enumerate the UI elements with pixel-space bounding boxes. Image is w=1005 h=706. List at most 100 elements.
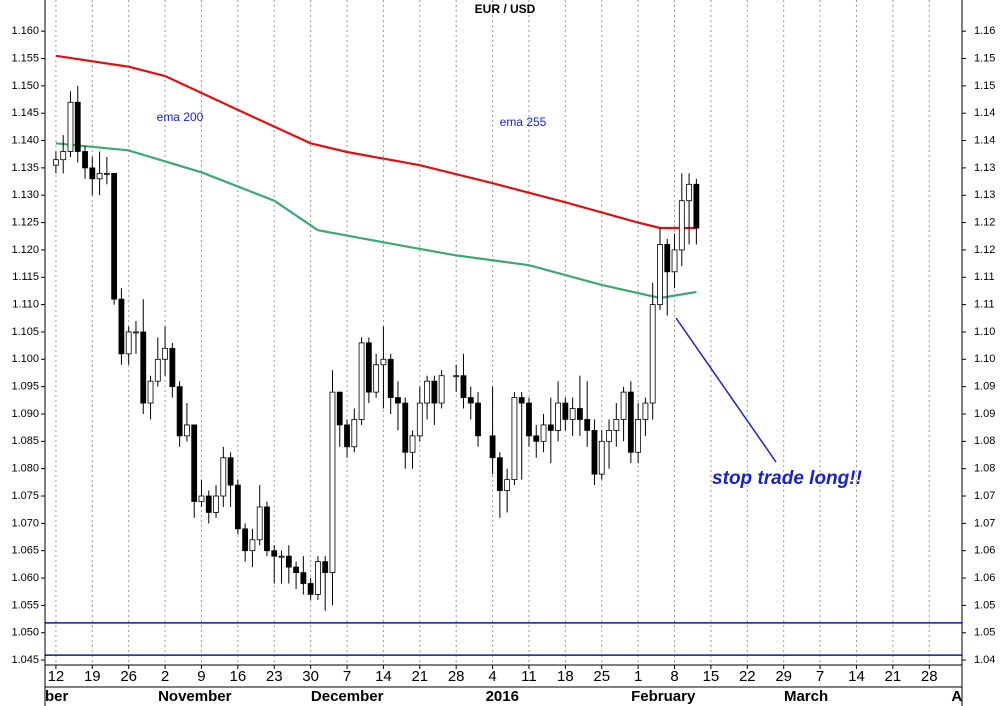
y-tick-label: 1.130 bbox=[11, 189, 39, 201]
candle-body bbox=[147, 380, 154, 404]
candle-body bbox=[256, 506, 263, 541]
candle-body bbox=[60, 151, 67, 161]
x-tick-label: 14 bbox=[848, 668, 865, 685]
candle-body bbox=[598, 440, 605, 475]
candle-body bbox=[518, 397, 525, 404]
candle-body bbox=[176, 386, 183, 437]
y2-tick-label: 1.14 bbox=[974, 134, 995, 146]
x-tick-label: 8 bbox=[670, 668, 678, 685]
candle-body bbox=[111, 172, 118, 300]
candle-body bbox=[278, 555, 285, 558]
annotation-arrow bbox=[675, 317, 777, 463]
y-tick-label: 1.150 bbox=[11, 80, 39, 92]
x-tick-label: 28 bbox=[448, 668, 465, 685]
x-tick-label: 4 bbox=[488, 668, 496, 685]
x-tick-label: 2 bbox=[161, 668, 169, 685]
candle-body bbox=[649, 304, 656, 404]
y-tick-label: 1.070 bbox=[11, 517, 39, 529]
candle-body bbox=[453, 375, 460, 378]
y2-tick-label: 1.12 bbox=[974, 244, 995, 256]
candle-body bbox=[74, 101, 81, 152]
candle-body bbox=[606, 429, 612, 442]
y2-tick-label: 1.13 bbox=[974, 162, 995, 174]
candle-body bbox=[577, 408, 583, 420]
candle-body bbox=[686, 183, 692, 202]
candle-body bbox=[53, 159, 59, 166]
candle-body bbox=[358, 342, 365, 420]
x-tick-label: 30 bbox=[302, 668, 319, 685]
candle-body bbox=[242, 528, 249, 552]
candle-body bbox=[409, 435, 416, 453]
y2-tick-label: 1.05 bbox=[974, 599, 995, 611]
x-tick-label: 16 bbox=[230, 668, 247, 685]
candle-body bbox=[184, 424, 190, 437]
candle-body bbox=[642, 402, 649, 420]
x-tick-label: 9 bbox=[197, 668, 205, 685]
candle-body bbox=[322, 561, 329, 573]
y2-tick-label: 1.14 bbox=[974, 107, 995, 119]
month-label: November bbox=[158, 688, 232, 705]
candle-body bbox=[373, 364, 380, 393]
x-tick-label: 7 bbox=[343, 668, 351, 685]
x-tick-label: 21 bbox=[885, 668, 902, 685]
candle-body bbox=[504, 479, 511, 491]
candle-body bbox=[526, 402, 532, 437]
candle-body bbox=[395, 397, 401, 404]
y-tick-label: 1.085 bbox=[11, 435, 39, 447]
candle-body bbox=[547, 424, 554, 431]
y-tick-label: 1.145 bbox=[11, 107, 39, 119]
month-label: February bbox=[631, 688, 696, 705]
y-tick-label: 1.075 bbox=[11, 490, 39, 502]
x-tick-label: 25 bbox=[593, 668, 610, 685]
candle-body bbox=[162, 347, 168, 360]
y2-tick-label: 1.05 bbox=[974, 627, 995, 639]
x-tick-label: 18 bbox=[557, 668, 574, 685]
candle-body bbox=[154, 358, 161, 382]
x-tick-label: 26 bbox=[120, 668, 137, 685]
candle-body bbox=[220, 457, 227, 497]
candle-body bbox=[293, 566, 299, 573]
x-tick-label: 7 bbox=[816, 668, 824, 685]
y-tick-label: 1.135 bbox=[11, 162, 39, 174]
ema-line bbox=[55, 142, 697, 300]
y-tick-label: 1.105 bbox=[11, 326, 39, 338]
x-tick-label: 21 bbox=[411, 668, 428, 685]
y2-tick-label: 1.16 bbox=[974, 25, 995, 37]
candle-body bbox=[511, 397, 518, 481]
series-label: ema 255 bbox=[500, 115, 547, 129]
month-label: 2016 bbox=[486, 688, 519, 705]
candle-body bbox=[89, 167, 96, 180]
y-tick-label: 1.090 bbox=[11, 408, 39, 420]
candle-body bbox=[657, 244, 663, 306]
y-tick-label: 1.055 bbox=[11, 599, 39, 611]
candle-body bbox=[540, 424, 547, 442]
candle-body bbox=[300, 572, 307, 584]
y-tick-label: 1.100 bbox=[11, 353, 39, 365]
candle-body bbox=[336, 391, 343, 426]
candle-body bbox=[125, 331, 132, 355]
y2-tick-label: 1.10 bbox=[974, 353, 995, 365]
candle-body bbox=[460, 375, 467, 398]
y-tick-label: 1.080 bbox=[11, 463, 39, 475]
candle-body bbox=[307, 583, 314, 595]
candle-body bbox=[591, 429, 598, 475]
candle-body bbox=[315, 561, 321, 595]
month-label: ber bbox=[45, 688, 69, 705]
series-label: ema 200 bbox=[157, 110, 204, 124]
candle-body bbox=[249, 539, 256, 552]
candle-body bbox=[627, 391, 634, 453]
candle-body bbox=[96, 172, 103, 180]
candle-body bbox=[584, 419, 591, 431]
y-tick-label: 1.140 bbox=[11, 134, 39, 146]
y-tick-label: 1.155 bbox=[11, 52, 39, 64]
candle-body bbox=[416, 402, 423, 437]
candle-body bbox=[140, 331, 147, 404]
y2-tick-label: 1.15 bbox=[974, 80, 995, 92]
x-tick-label: 15 bbox=[703, 668, 720, 685]
candle-body bbox=[671, 249, 678, 273]
y2-tick-label: 1.12 bbox=[974, 216, 995, 228]
candle-body bbox=[67, 101, 74, 152]
x-tick-label: 28 bbox=[921, 668, 938, 685]
y2-tick-label: 1.08 bbox=[974, 435, 995, 447]
y2-tick-label: 1.15 bbox=[974, 52, 995, 64]
